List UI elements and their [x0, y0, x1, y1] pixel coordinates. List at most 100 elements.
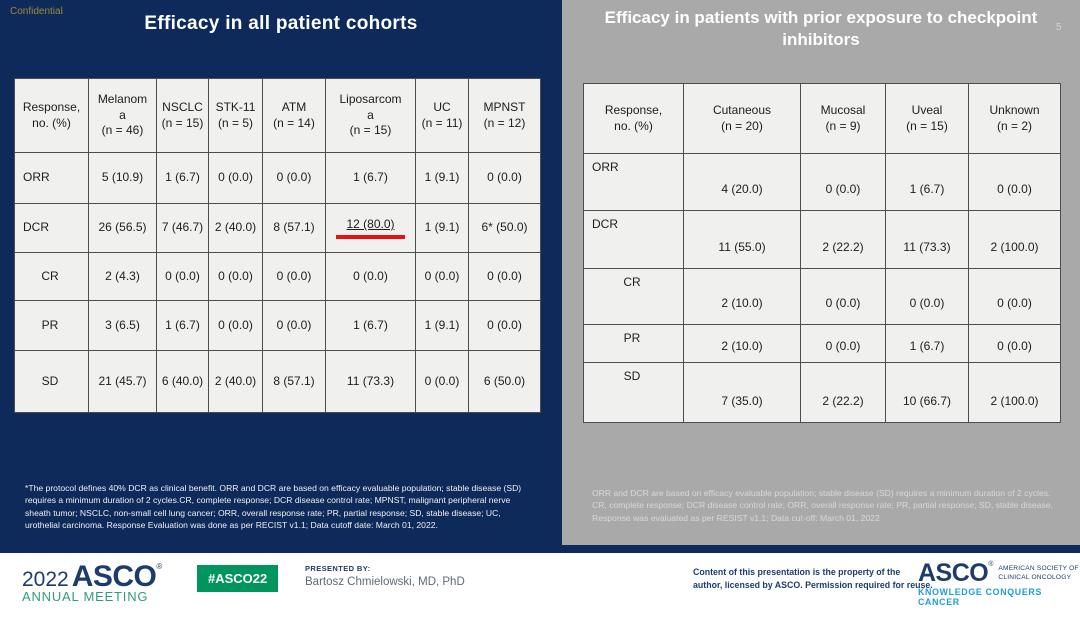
table-cell: 11 (73.3): [885, 210, 969, 269]
asco-tagline: KNOWLEDGE CONQUERS CANCER: [918, 587, 1043, 607]
row-label: PR: [583, 324, 684, 363]
left-panel-title: Efficacy in all patient cohorts: [144, 13, 418, 34]
table-cell: 10 (66.7): [885, 362, 969, 423]
logo-annual-meeting: ANNUAL MEETING: [22, 589, 149, 604]
table-cell: 6* (50.0): [468, 203, 541, 253]
table-cell: 2 (22.2): [800, 210, 886, 269]
table-cell: 0 (0.0): [415, 350, 469, 413]
table-cell: 11 (73.3): [325, 350, 416, 413]
logo-asco-wordmark: ASCO: [71, 560, 157, 593]
table-cell: 0 (0.0): [468, 252, 541, 301]
table-cell: 0 (0.0): [262, 152, 326, 204]
table-cell: 26 (56.5): [88, 203, 157, 253]
table-cell: 1 (6.7): [885, 324, 969, 363]
table-row: DCR 11 (55.0) 2 (22.2) 11 (73.3) 2 (100.0): [583, 210, 1061, 269]
table-cell: 0 (0.0): [968, 153, 1061, 211]
table-cell: 6 (50.0): [468, 350, 541, 413]
row-label: PR: [14, 300, 89, 351]
table-row: SD 21 (45.7) 6 (40.0) 2 (40.0) 8 (57.1) 11 (7…: [14, 350, 541, 413]
table-cell: 0 (0.0): [968, 268, 1061, 325]
column-header: Melanom a (n = 46): [88, 78, 157, 153]
column-header: Uveal (n = 15): [885, 83, 969, 154]
asco-society-logo: ASCO ® AMERICAN SOCIETY OF CLINICAL ONCO…: [918, 561, 1080, 608]
right-footnote: ORR and DCR are based on efficacy evalua…: [592, 488, 1053, 523]
row-label: ORR: [14, 152, 89, 204]
table-cell: 0 (0.0): [885, 268, 969, 325]
table-cell: 3 (6.5): [88, 300, 157, 351]
column-header: MPNST (n = 12): [468, 78, 541, 153]
row-label: CR: [14, 252, 89, 301]
table-cell: 0 (0.0): [325, 252, 416, 301]
table-cell: 1 (6.7): [156, 152, 209, 204]
table-cell: 7 (35.0): [683, 362, 801, 423]
table-row: CR 2 (4.3) 0 (0.0) 0 (0.0) 0 (0.0) 0 (0.0) 0 (…: [14, 252, 541, 301]
asco-society-name: AMERICAN SOCIETY OF CLINICAL ONCOLOGY: [998, 565, 1079, 581]
table-cell: 12 (80.0): [325, 203, 416, 253]
column-header: Mucosal (n = 9): [800, 83, 886, 154]
table-cell: 0 (0.0): [968, 324, 1061, 363]
column-header: Unknown (n = 2): [968, 83, 1061, 154]
checkpoint-exposure-table: Response, no. (%) Cutaneous (n = 20) Mucos…: [583, 83, 1061, 423]
logo-wordmark-row: 2022 ASCO ®: [22, 562, 162, 592]
table-cell: 1 (9.1): [415, 152, 469, 204]
copyright-notice: Content of this presentation is the prop…: [693, 567, 933, 591]
table-row: PR 2 (10.0) 0 (0.0) 1 (6.7) 0 (0.0): [583, 324, 1061, 363]
row-label: SD: [583, 362, 684, 423]
table-cell: 0 (0.0): [800, 324, 886, 363]
table-cell: 5 (10.9): [88, 152, 157, 204]
table-cell: 2 (10.0): [683, 268, 801, 325]
table-cell: 0 (0.0): [208, 300, 263, 351]
table-cell: 2 (40.0): [208, 203, 263, 253]
table-cell: 8 (57.1): [262, 203, 326, 253]
table-row: DCR 26 (56.5) 7 (46.7) 2 (40.0) 8 (57.1) 12 (…: [14, 203, 541, 253]
right-panel-title: Efficacy in patients with prior exposure…: [604, 8, 1038, 50]
column-header: Liposarcom a (n = 15): [325, 78, 416, 153]
slide-main: Confidential Efficacy in all patient coh…: [0, 0, 1080, 553]
table-cell: 11 (55.0): [683, 210, 801, 269]
table-cell: 2 (22.2): [800, 362, 886, 423]
column-header: UC (n = 11): [415, 78, 469, 153]
table-cell: 0 (0.0): [800, 268, 886, 325]
table-cell: 1 (6.7): [325, 152, 416, 204]
table-row: ORR 5 (10.9) 1 (6.7) 0 (0.0) 0 (0.0) 1 (6.7) 1…: [14, 152, 541, 204]
table-cell: 0 (0.0): [156, 252, 209, 301]
table-cell: 2 (100.0): [968, 362, 1061, 423]
table-row: SD 7 (35.0) 2 (22.2) 10 (66.7) 2 (100.0): [583, 362, 1061, 423]
table-cell: 0 (0.0): [208, 152, 263, 204]
hashtag-badge: #ASCO22: [197, 565, 279, 592]
header-row: Response, no. (%) Melanom a (n = 46) NSCLC…: [14, 78, 541, 153]
table-cell: 0 (0.0): [262, 300, 326, 351]
society-wordmark-row: ASCO ® AMERICAN SOCIETY OF CLINICAL ONCO…: [918, 561, 1080, 586]
table-cell: 4 (20.0): [683, 153, 801, 211]
left-footnote: *The protocol defines 40% DCR as clinica…: [25, 483, 522, 531]
row-label: SD: [14, 350, 89, 413]
table-cell: 1 (6.7): [156, 300, 209, 351]
row-label: DCR: [583, 210, 684, 269]
highlighted-value-red-underline: 12 (80.0): [336, 217, 405, 239]
table-row: ORR 4 (20.0) 0 (0.0) 1 (6.7) 0 (0.0): [583, 153, 1061, 211]
asco-2022-annual-meeting-logo: 2022 ASCO ® ANNUAL MEETING: [22, 562, 162, 605]
column-header: Cutaneous (n = 20): [683, 83, 801, 154]
table-cell: 8 (57.1): [262, 350, 326, 413]
table-cell: 0 (0.0): [468, 300, 541, 351]
presented-by-block: PRESENTED BY: Bartosz Chmielowski, MD, P…: [305, 564, 465, 588]
column-header: ATM (n = 14): [262, 78, 326, 153]
table-cell: 1 (6.7): [325, 300, 416, 351]
confidential-watermark: Confidential: [10, 6, 63, 17]
column-header: NSCLC (n = 15): [156, 78, 209, 153]
column-header: Response, no. (%): [583, 83, 684, 154]
table-cell: 0 (0.0): [800, 153, 886, 211]
table-row: PR 3 (6.5) 1 (6.7) 0 (0.0) 0 (0.0) 1 (6.7) 1 (…: [14, 300, 541, 351]
table-cell: 7 (46.7): [156, 203, 209, 253]
asco-wordmark: ASCO: [918, 559, 989, 587]
table-cell: 21 (45.7): [88, 350, 157, 413]
table-cell: 1 (9.1): [415, 300, 469, 351]
table-cell: 2 (40.0): [208, 350, 263, 413]
row-label: DCR: [14, 203, 89, 253]
column-header: STK-11 (n = 5): [208, 78, 263, 153]
column-header: Response, no. (%): [14, 78, 89, 153]
table-cell: 0 (0.0): [208, 252, 263, 301]
slide-footer: 2022 ASCO ® ANNUAL MEETING #ASCO22 PRESE…: [0, 553, 1080, 624]
header-row: Response, no. (%) Cutaneous (n = 20) Mucos…: [583, 83, 1061, 154]
